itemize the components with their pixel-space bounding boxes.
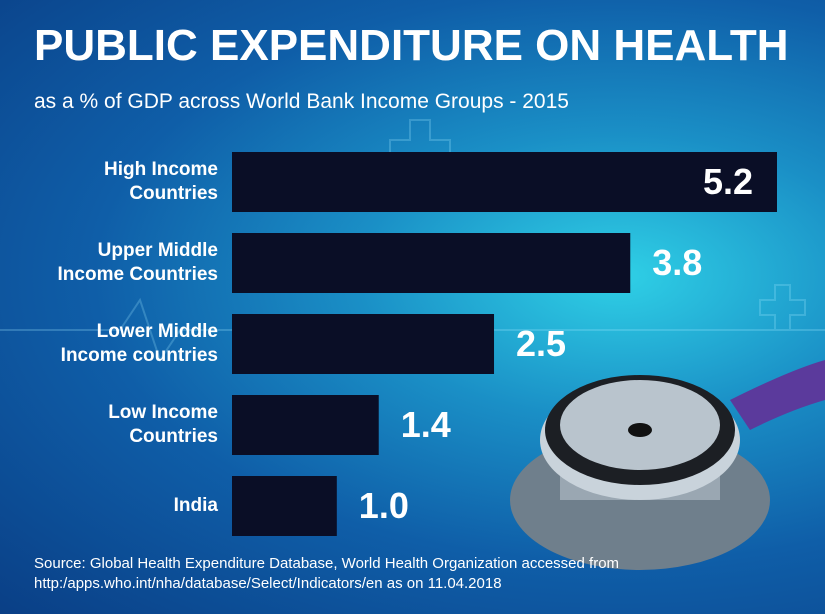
chart-subtitle: as a % of GDP across World Bank Income G… — [34, 90, 569, 113]
category-label: Lower Middle Income countries — [60, 321, 218, 366]
bar — [232, 152, 777, 212]
bar — [232, 476, 337, 536]
source: Source: Global Health Expenditure Databa… — [34, 555, 619, 572]
category-label: Low Income Countries — [108, 402, 218, 447]
chart-title: PUBLIC EXPENDITURE ON HEALTH — [34, 21, 789, 70]
value-label: 5.2 — [703, 161, 753, 202]
bar — [232, 395, 379, 455]
category-label: Upper Middle Income Countries — [57, 240, 218, 285]
value-label: 1.0 — [359, 485, 409, 526]
value-label: 1.4 — [401, 404, 451, 445]
value-label: 3.8 — [652, 242, 702, 283]
source: http:/apps.who.int/nha/database/Select/I… — [34, 575, 502, 592]
stethoscope — [510, 360, 825, 570]
category-label: India — [173, 495, 218, 516]
bar — [232, 314, 495, 374]
category-label: High Income Countries — [103, 159, 218, 204]
bar — [232, 233, 631, 293]
value-label: 2.5 — [516, 323, 566, 364]
